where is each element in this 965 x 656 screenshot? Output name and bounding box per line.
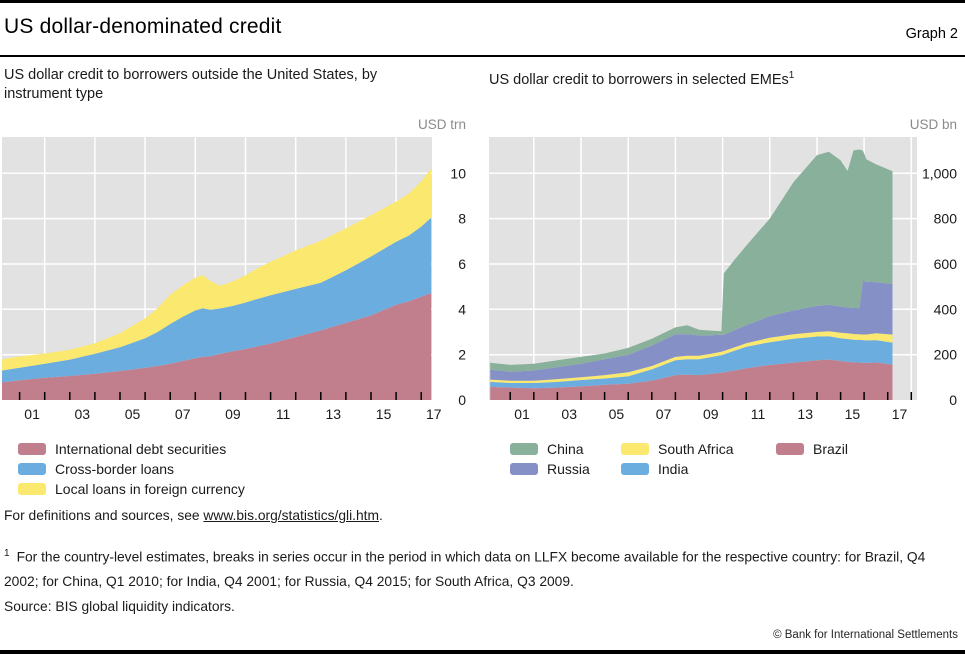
- copyright-notice: © Bank for International Settlements: [773, 629, 958, 641]
- right-stacked-area-chart: 01 03 05 07 09 11 13 15 17 0 200 400 600 800 1,000 USD …: [489, 117, 958, 422]
- right-chart-title-text: US dollar credit to borrowers in selecte…: [489, 71, 789, 88]
- svg-text:07: 07: [656, 406, 672, 422]
- title-separator-rule: [0, 55, 965, 57]
- left-chart-legend: International debt securities Cross-bord…: [18, 439, 245, 499]
- svg-text:11: 11: [751, 406, 766, 422]
- left-chart-title: US dollar credit to borrowers outside th…: [4, 66, 444, 104]
- debt-securities-swatch: [18, 443, 46, 455]
- svg-text:8: 8: [458, 211, 466, 227]
- legend-item-debt-securities: International debt securities: [18, 439, 245, 459]
- svg-text:0: 0: [949, 392, 957, 408]
- svg-text:09: 09: [703, 406, 719, 422]
- graph-number-label: Graph 2: [905, 26, 958, 42]
- india-swatch: [621, 463, 649, 475]
- legend-item-local-loans: Local loans in foreign currency: [18, 479, 245, 499]
- legend-item-india: India: [621, 459, 688, 479]
- legend-label: China: [547, 441, 584, 457]
- svg-text:03: 03: [75, 406, 91, 422]
- svg-text:600: 600: [934, 256, 958, 272]
- right-chart-legend: China South Africa Brazil Russia India: [487, 439, 965, 483]
- legend-item-china: China: [510, 439, 584, 459]
- svg-text:05: 05: [125, 406, 141, 422]
- legend-label: South Africa: [658, 441, 734, 457]
- svg-text:13: 13: [326, 406, 342, 422]
- legend-item-brazil: Brazil: [776, 439, 848, 459]
- svg-text:USD bn: USD bn: [910, 117, 957, 132]
- right-chart-title: US dollar credit to borrowers in selecte…: [489, 66, 961, 90]
- svg-text:1,000: 1,000: [922, 165, 957, 181]
- footnote-text: For the country-level estimates, breaks …: [4, 549, 926, 589]
- svg-text:05: 05: [609, 406, 625, 422]
- legend-label: International debt securities: [55, 441, 227, 457]
- legend-item-cross-border-loans: Cross-border loans: [18, 459, 245, 479]
- svg-text:11: 11: [276, 406, 291, 422]
- brazil-swatch: [776, 443, 804, 455]
- svg-text:17: 17: [426, 406, 442, 422]
- left-stacked-area-chart: 01 03 05 07 09 11 13 15 17 0 2 4 6 8 10 USD trn: [2, 117, 466, 422]
- legend-label: Russia: [547, 461, 590, 477]
- top-rule: [0, 0, 965, 3]
- definitions-note-suffix: .: [378, 508, 383, 523]
- svg-text:2: 2: [458, 347, 466, 363]
- definitions-note-prefix: For definitions and sources, see: [4, 508, 204, 523]
- svg-text:800: 800: [934, 211, 958, 227]
- legend-item-south-africa: South Africa: [621, 439, 734, 459]
- svg-text:03: 03: [561, 406, 577, 422]
- legend-label: Brazil: [813, 441, 849, 457]
- legend-label: Cross-border loans: [55, 461, 175, 477]
- svg-text:07: 07: [175, 406, 191, 422]
- svg-text:USD trn: USD trn: [418, 117, 466, 132]
- bottom-rule: [0, 650, 965, 654]
- russia-swatch: [510, 463, 538, 475]
- svg-text:15: 15: [845, 406, 861, 422]
- svg-text:10: 10: [450, 165, 466, 181]
- svg-text:13: 13: [797, 406, 813, 422]
- definitions-note: For definitions and sources, see www.bis…: [4, 508, 383, 523]
- svg-text:6: 6: [458, 256, 466, 272]
- footnote-marker: 1: [4, 548, 10, 559]
- china-swatch: [510, 443, 538, 455]
- svg-text:0: 0: [458, 392, 466, 408]
- svg-text:200: 200: [934, 347, 958, 363]
- footnote-reference: 1: [788, 70, 795, 81]
- left-chart-title-text: US dollar credit to borrowers outside th…: [4, 67, 378, 102]
- footnote: 1 For the country-level estimates, breaks…: [4, 542, 961, 594]
- south-africa-swatch: [621, 443, 649, 455]
- legend-item-russia: Russia: [510, 459, 590, 479]
- page-title: US dollar-denominated credit: [4, 15, 282, 38]
- statistics-link[interactable]: www.bis.org/statistics/gli.htm: [203, 508, 379, 523]
- svg-text:01: 01: [514, 406, 530, 422]
- cross-border-loans-swatch: [18, 463, 46, 475]
- svg-text:400: 400: [934, 301, 958, 317]
- source-line: Source: BIS global liquidity indicators.: [4, 599, 235, 614]
- svg-text:15: 15: [376, 406, 392, 422]
- svg-text:01: 01: [24, 406, 40, 422]
- svg-text:09: 09: [225, 406, 241, 422]
- legend-label: India: [658, 461, 689, 477]
- legend-label: Local loans in foreign currency: [55, 481, 245, 497]
- svg-text:17: 17: [892, 406, 908, 422]
- local-loans-swatch: [18, 483, 46, 495]
- svg-text:4: 4: [458, 301, 466, 317]
